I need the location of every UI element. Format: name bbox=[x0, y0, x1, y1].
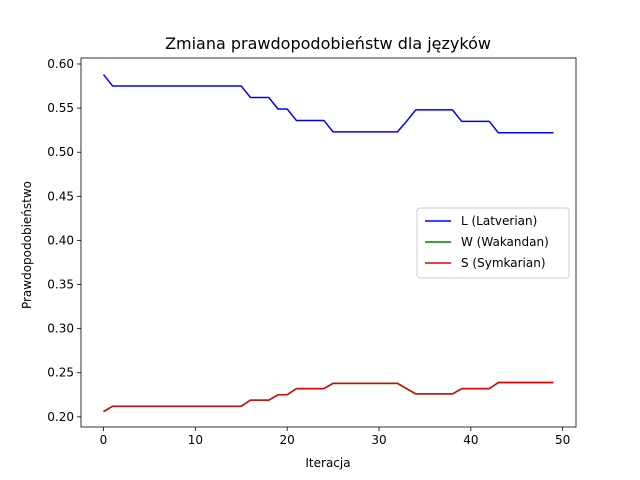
y-tick-label: 0.60 bbox=[47, 57, 74, 71]
legend-box bbox=[416, 207, 570, 279]
series-line-2 bbox=[103, 381, 554, 413]
series-layer bbox=[102, 74, 554, 413]
y-axis-label: Prawdopodobieństwo bbox=[20, 181, 34, 309]
x-ticks: 0 10 20 30 40 50 bbox=[100, 427, 570, 447]
x-tick-label: 20 bbox=[280, 433, 295, 447]
x-tick-label: 0 bbox=[100, 433, 108, 447]
y-tick-label: 0.35 bbox=[47, 278, 74, 292]
x-tick-label: 50 bbox=[555, 433, 570, 447]
chart-title: Zmiana prawdopodobieństw dla języków bbox=[165, 34, 491, 53]
y-tick-label: 0.55 bbox=[47, 101, 74, 115]
series-line-0 bbox=[102, 74, 554, 134]
y-tick-label: 0.45 bbox=[47, 189, 74, 203]
y-tick-label: 0.50 bbox=[47, 145, 74, 159]
y-tick-label: 0.30 bbox=[47, 322, 74, 336]
legend-label-1: W (Wakandan) bbox=[461, 235, 549, 249]
y-ticks: 0.20 0.25 0.30 0.35 0.40 0.45 0.50 0.55 0.60 bbox=[47, 57, 81, 424]
axes-layer bbox=[80, 57, 577, 428]
legend: L (Latverian) W (Wakandan) S (Symkarian) bbox=[416, 207, 570, 279]
y-tick-label: 0.40 bbox=[47, 233, 74, 247]
axes-frame bbox=[80, 57, 577, 428]
legend-label-0: L (Latverian) bbox=[461, 214, 537, 228]
x-tick-label: 30 bbox=[371, 433, 386, 447]
x-tick-label: 10 bbox=[188, 433, 203, 447]
x-axis-label: Iteracja bbox=[305, 456, 350, 470]
legend-label-2: S (Symkarian) bbox=[461, 256, 546, 270]
x-tick-label: 40 bbox=[463, 433, 478, 447]
y-tick-label: 0.25 bbox=[47, 366, 74, 380]
y-tick-label: 0.20 bbox=[47, 410, 74, 424]
